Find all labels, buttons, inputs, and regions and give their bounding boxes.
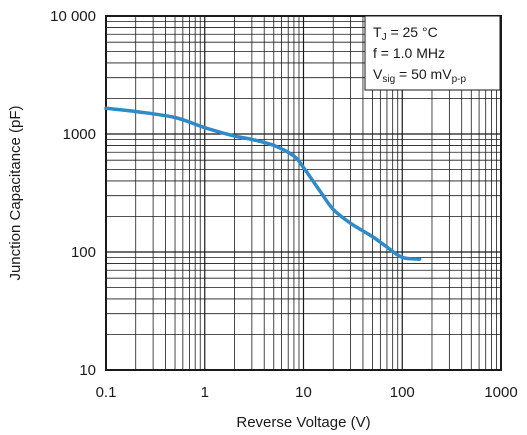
legend-junction-temperature: TJ = 25 °C (373, 24, 438, 43)
x-tick-label: 1 (201, 384, 209, 401)
capacitance-curve (104, 106, 422, 261)
plot-area-frame (105, 15, 502, 371)
x-tick-label: 1000 (484, 384, 517, 401)
x-tick-label: 100 (390, 384, 415, 401)
y-tick-label: 1000 (63, 126, 96, 143)
y-tick-label: 100 (71, 244, 96, 261)
y-axis-title: Junction Capacitance (pF) (7, 105, 24, 280)
x-axis-title: Reverse Voltage (V) (236, 414, 370, 431)
legend-signal-voltage: Vsig = 50 mVp-p (373, 66, 466, 85)
conditions-legend: TJ = 25 °C f = 1.0 MHz Vsig = 50 mVp-p (364, 15, 501, 91)
y-tick-label: 10 (79, 362, 96, 379)
chart-grid (105, 16, 501, 371)
legend-box (364, 15, 501, 91)
x-tick-label: 0.1 (96, 384, 117, 401)
y-tick-label: 10 000 (50, 8, 96, 25)
x-tick-label: 10 (295, 384, 312, 401)
data-series (104, 106, 422, 261)
legend-frequency: f = 1.0 MHz (373, 45, 445, 61)
axis-tick-labels: 0.1 1 10 100 1000 10 100 1000 10 000 (50, 8, 518, 401)
